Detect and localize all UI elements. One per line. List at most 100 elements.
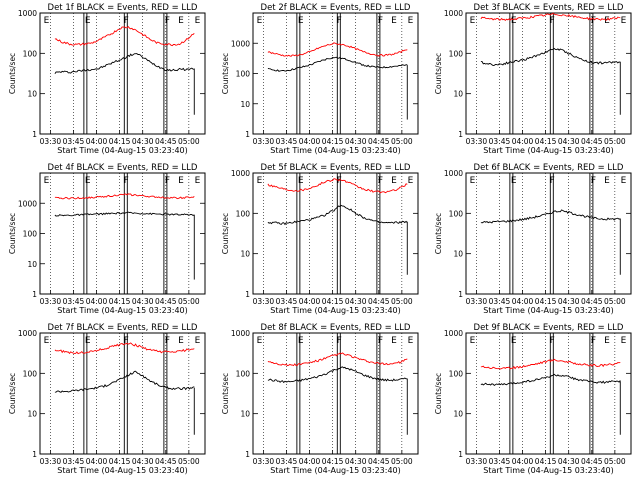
plot-frame xyxy=(465,332,632,455)
x-tick-label: 03:45 xyxy=(276,457,298,466)
x-tick-label: 04:00 xyxy=(299,457,321,466)
flag-label: E xyxy=(391,336,397,346)
flag-label: E xyxy=(298,16,304,26)
x-tick-label: 04:30 xyxy=(345,457,367,466)
panel-title: Det 8f BLACK = Events, RED = LLD xyxy=(261,323,411,333)
flag-label: E xyxy=(195,176,201,186)
y-axis-label: Counts/sec xyxy=(434,53,443,94)
x-tick-label: 03:30 xyxy=(40,457,62,466)
panel-title: Det 5f BLACK = Events, RED = LLD xyxy=(261,163,411,173)
series-events xyxy=(480,373,621,386)
y-tick-label: 1 xyxy=(245,130,250,139)
x-tick-label: 04:15 xyxy=(322,137,344,146)
plot-frame xyxy=(39,332,206,455)
flag-label: E xyxy=(604,336,610,346)
x-tick-label: 04:30 xyxy=(558,137,580,146)
series-events xyxy=(267,366,408,384)
flag-label: E xyxy=(257,336,263,346)
flag-label: E xyxy=(178,176,184,186)
y-tick-label: 1000 xyxy=(18,329,37,338)
x-tick-label: 04:15 xyxy=(109,457,131,466)
y-tick-label: 1000 xyxy=(444,329,463,338)
y-axis-label: Counts/sec xyxy=(8,213,17,254)
flag-label: F xyxy=(165,336,170,346)
x-axis-label: Start Time (04-Aug-15 03:23:40) xyxy=(57,466,188,475)
y-tick-label: 100 xyxy=(236,369,251,378)
x-tick-label: 05:00 xyxy=(604,457,626,466)
flag-label: E xyxy=(44,176,50,186)
y-tick-label: 1 xyxy=(32,130,37,139)
x-tick-label: 05:00 xyxy=(178,297,200,306)
x-tick-label: 04:45 xyxy=(368,457,390,466)
x-tick-label: 04:45 xyxy=(155,137,177,146)
flag-label: F xyxy=(124,16,129,26)
x-axis-label: Start Time (04-Aug-15 03:23:40) xyxy=(270,466,401,475)
flag-label: F xyxy=(550,176,555,186)
x-tick-label: 04:30 xyxy=(345,297,367,306)
x-tick-label: 04:00 xyxy=(86,457,108,466)
flag-label: E xyxy=(298,336,304,346)
flag-label: E xyxy=(470,176,476,186)
x-tick-label: 05:00 xyxy=(178,137,200,146)
x-tick-label: 04:30 xyxy=(132,457,154,466)
flag-label: F xyxy=(337,16,342,26)
x-tick-label: 05:00 xyxy=(391,457,413,466)
y-tick-label: 10 xyxy=(27,410,37,419)
y-tick-label: 100 xyxy=(236,209,251,218)
flag-label: E xyxy=(408,336,414,346)
y-tick-label: 10 xyxy=(27,260,37,269)
x-tick-label: 04:45 xyxy=(581,137,603,146)
flag-label: E xyxy=(44,336,50,346)
y-tick-label: 100 xyxy=(236,70,251,79)
y-tick-label: 1 xyxy=(458,290,463,299)
x-tick-label: 04:15 xyxy=(109,137,131,146)
y-axis-label: Counts/sec xyxy=(221,213,230,254)
flag-label: E xyxy=(195,336,201,346)
flag-label: E xyxy=(511,16,517,26)
series-lld xyxy=(267,178,408,194)
x-tick-label: 04:45 xyxy=(368,137,390,146)
x-tick-label: 05:00 xyxy=(604,137,626,146)
y-tick-label: 100 xyxy=(449,209,464,218)
flag-label: E xyxy=(85,16,91,26)
x-tick-label: 04:00 xyxy=(512,457,534,466)
series-events xyxy=(54,211,195,217)
y-axis-label: Counts/sec xyxy=(8,53,17,94)
x-tick-label: 04:15 xyxy=(535,137,557,146)
y-tick-label: 10 xyxy=(453,250,463,259)
x-tick-label: 04:45 xyxy=(581,457,603,466)
series-lld xyxy=(54,193,195,200)
series-lld xyxy=(54,342,195,355)
panel-title: Det 3f BLACK = Events, RED = LLD xyxy=(474,3,624,13)
x-tick-label: 03:30 xyxy=(466,297,488,306)
x-axis-label: Start Time (04-Aug-15 03:23:40) xyxy=(57,146,188,155)
y-axis-label: Counts/sec xyxy=(434,373,443,414)
x-tick-label: 04:00 xyxy=(299,297,321,306)
x-tick-label: 03:30 xyxy=(40,137,62,146)
x-tick-label: 05:00 xyxy=(604,297,626,306)
x-tick-label: 03:30 xyxy=(253,457,275,466)
series-lld xyxy=(480,358,621,370)
flag-label: E xyxy=(44,16,50,26)
x-axis-label: Start Time (04-Aug-15 03:23:40) xyxy=(270,146,401,155)
flag-label: F xyxy=(550,16,555,26)
flag-label: E xyxy=(85,336,91,346)
x-tick-label: 04:00 xyxy=(512,297,534,306)
flag-label: E xyxy=(604,16,610,26)
x-tick-label: 03:45 xyxy=(63,457,85,466)
flag-label: E xyxy=(298,176,304,186)
x-tick-label: 04:00 xyxy=(86,137,108,146)
flag-label: E xyxy=(511,336,517,346)
y-tick-label: 10 xyxy=(240,100,250,109)
x-tick-label: 04:15 xyxy=(535,457,557,466)
flag-label: F xyxy=(165,176,170,186)
flag-label: E xyxy=(391,176,397,186)
y-tick-label: 1000 xyxy=(231,169,250,178)
y-tick-label: 1000 xyxy=(444,169,463,178)
